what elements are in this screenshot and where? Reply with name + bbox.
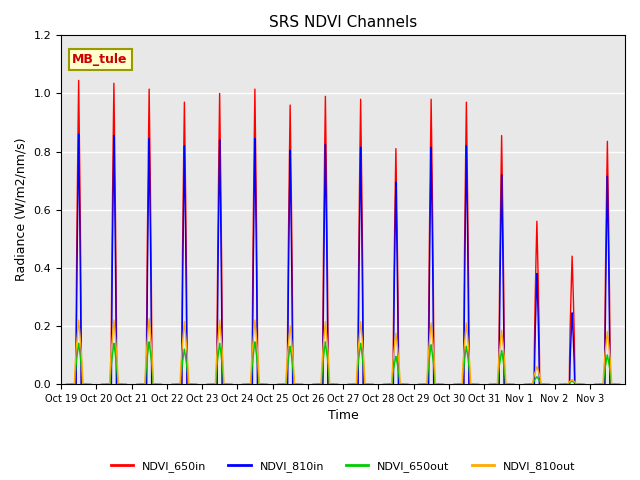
Line: NDVI_650out: NDVI_650out [67, 342, 619, 384]
NDVI_650out [63, 381, 71, 387]
NDVI_650out [464, 355, 472, 361]
NDVI_650out [321, 342, 329, 348]
NDVI_650out [393, 360, 401, 366]
NDVI_810in [393, 226, 401, 231]
NDVI_650out [251, 341, 259, 347]
NDVI_650in [251, 101, 259, 107]
Line: NDVI_810out: NDVI_810out [66, 319, 620, 384]
NDVI_650in [358, 154, 365, 160]
Line: NDVI_810in: NDVI_810in [71, 134, 615, 384]
NDVI_810out [464, 339, 472, 345]
NDVI_810in [73, 271, 81, 277]
NDVI_650in [73, 247, 81, 253]
Line: NDVI_650in: NDVI_650in [70, 80, 616, 384]
NDVI_650out [72, 363, 80, 369]
Text: MB_tule: MB_tule [72, 53, 128, 66]
NDVI_810out [62, 381, 70, 387]
NDVI_810in [463, 217, 471, 223]
NDVI_810out [394, 342, 401, 348]
NDVI_650in [67, 381, 74, 387]
X-axis label: Time: Time [328, 409, 358, 422]
NDVI_810out [72, 353, 79, 359]
NDVI_810out [321, 323, 329, 329]
NDVI_810in [321, 159, 329, 165]
Y-axis label: Radiance (W/m2/nm/s): Radiance (W/m2/nm/s) [15, 138, 28, 281]
Legend: NDVI_650in, NDVI_810in, NDVI_650out, NDVI_810out: NDVI_650in, NDVI_810in, NDVI_650out, NDV… [106, 456, 580, 476]
NDVI_810in [251, 147, 259, 153]
NDVI_650in [393, 200, 401, 205]
NDVI_650in [321, 115, 329, 120]
NDVI_650out [358, 348, 365, 354]
NDVI_810in [67, 381, 75, 387]
NDVI_650in [464, 187, 472, 193]
Title: SRS NDVI Channels: SRS NDVI Channels [269, 15, 417, 30]
NDVI_810out [358, 331, 365, 337]
NDVI_810out [251, 320, 259, 326]
NDVI_810in [358, 192, 365, 198]
